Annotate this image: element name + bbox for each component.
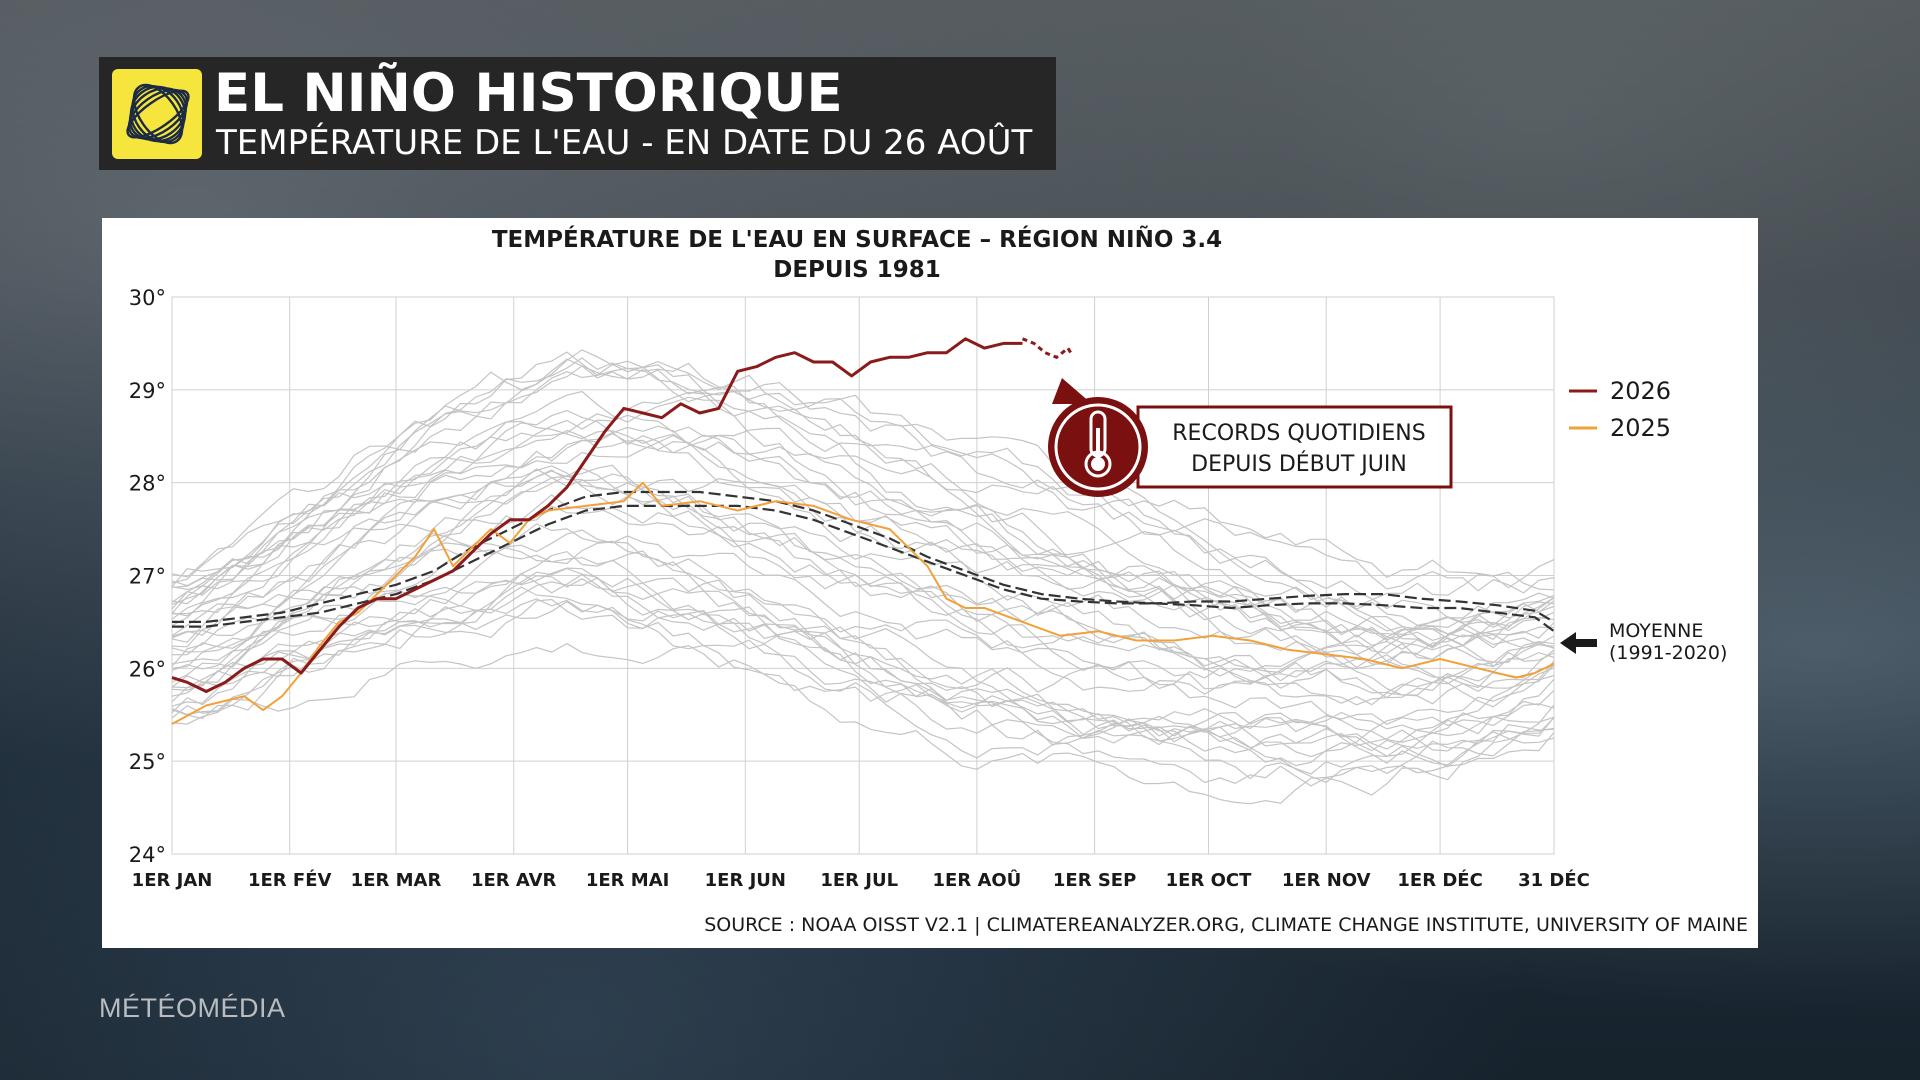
chart-title: TEMPÉRATURE DE L'EAU EN SURFACE – RÉGION… bbox=[492, 225, 1222, 253]
historical-line bbox=[171, 425, 1555, 656]
y-tick-label: 30° bbox=[129, 286, 166, 310]
average-label-line2: (1991-2020) bbox=[1609, 642, 1727, 664]
legend-label-2025: 2025 bbox=[1610, 414, 1671, 442]
historical-line bbox=[171, 541, 1555, 743]
y-axis-ticks: 30° 29° 28° 27° 26° 25° 24° bbox=[129, 286, 166, 867]
historical-line bbox=[171, 349, 1555, 635]
annotation-text-line1: RECORDS QUOTIDIENS bbox=[1172, 421, 1425, 446]
x-tick-label: 1ER MAI bbox=[586, 870, 670, 891]
series-line-moyenne-1991-2020-b bbox=[172, 490, 1555, 623]
historical-line bbox=[171, 469, 1555, 669]
historical-line bbox=[171, 464, 1555, 706]
x-tick-label: 1ER DÉC bbox=[1397, 869, 1482, 891]
x-tick-label: 1ER FÉV bbox=[248, 869, 332, 891]
historical-line bbox=[171, 642, 1555, 805]
x-tick-label: 1ER SEP bbox=[1053, 870, 1136, 891]
historical-line bbox=[171, 494, 1555, 677]
header-box: EL NIÑO HISTORIQUE TEMPÉRATURE DE L'EAU … bbox=[99, 57, 1056, 170]
y-tick-label: 27° bbox=[129, 565, 166, 589]
historical-line bbox=[171, 598, 1555, 796]
historical-line bbox=[171, 391, 1555, 647]
records-annotation: RECORDS QUOTIDIENS DEPUIS DÉBUT JUIN bbox=[1048, 378, 1453, 497]
x-tick-label: 1ER OCT bbox=[1166, 870, 1252, 891]
legend: 2026 2025 bbox=[1569, 377, 1671, 442]
chart-source: SOURCE : NOAA OISST V2.1 | CLIMATEREANAL… bbox=[704, 914, 1748, 936]
annotation-pointer bbox=[1052, 378, 1092, 404]
chart-svg: TEMPÉRATURE DE L'EAU EN SURFACE – RÉGION… bbox=[129, 225, 1748, 936]
historical-line bbox=[171, 586, 1555, 739]
y-tick-label: 28° bbox=[129, 472, 166, 496]
weather-network-logo-icon bbox=[112, 69, 202, 159]
thermometer-icon bbox=[1054, 403, 1142, 491]
x-tick-label: 1ER MAR bbox=[351, 870, 442, 891]
historical-line bbox=[171, 529, 1555, 706]
grid bbox=[171, 296, 1555, 855]
historical-line bbox=[171, 567, 1555, 752]
historical-line bbox=[171, 474, 1555, 708]
historical-line bbox=[171, 567, 1555, 784]
chart-panel: TEMPÉRATURE DE L'EAU EN SURFACE – RÉGION… bbox=[102, 218, 1758, 948]
x-axis-ticks: 1ER JAN 1ER FÉV 1ER MAR 1ER AVR 1ER MAI 1ER J… bbox=[132, 869, 1590, 891]
y-tick-label: 25° bbox=[129, 750, 166, 774]
page-title: EL NIÑO HISTORIQUE bbox=[214, 63, 843, 124]
y-tick-label: 26° bbox=[129, 657, 166, 681]
page-subtitle: TEMPÉRATURE DE L'EAU - EN DATE DU 26 AOÛ… bbox=[216, 123, 1033, 163]
chart-subtitle: DEPUIS 1981 bbox=[773, 257, 940, 283]
x-tick-label: 1ER JAN bbox=[132, 870, 213, 891]
x-tick-label: 31 DÉC bbox=[1518, 869, 1590, 891]
average-label-line1: MOYENNE bbox=[1609, 620, 1703, 642]
average-label: MOYENNE (1991-2020) bbox=[1560, 620, 1727, 664]
x-tick-label: 1ER NOV bbox=[1282, 870, 1371, 891]
y-tick-label: 29° bbox=[129, 379, 166, 403]
series-lines bbox=[171, 337, 1555, 725]
x-tick-label: 1ER JUN bbox=[705, 870, 786, 891]
series-line-2026 bbox=[171, 337, 1023, 693]
brand-watermark: MÉTÉOMÉDIA bbox=[99, 993, 286, 1023]
x-tick-label: 1ER AVR bbox=[471, 870, 557, 891]
x-tick-label: 1ER AOÛ bbox=[933, 869, 1022, 891]
series-line-2026-recent bbox=[1021, 337, 1074, 359]
historical-line bbox=[171, 549, 1555, 754]
historical-line bbox=[171, 357, 1555, 641]
legend-label-2026: 2026 bbox=[1610, 377, 1671, 405]
series-line-moyenne-1991-2020-a bbox=[172, 504, 1555, 633]
historical-line bbox=[171, 409, 1555, 642]
historical-line bbox=[171, 365, 1555, 591]
historical-line bbox=[171, 600, 1555, 758]
historical-line bbox=[171, 362, 1555, 594]
historical-line bbox=[171, 523, 1555, 695]
y-tick-label: 24° bbox=[129, 843, 166, 867]
historical-line bbox=[171, 598, 1555, 780]
arrow-left-icon bbox=[1560, 632, 1597, 654]
annotation-text-line2: DEPUIS DÉBUT JUIN bbox=[1191, 451, 1407, 477]
historical-line bbox=[171, 467, 1555, 699]
x-tick-label: 1ER JUL bbox=[820, 870, 898, 891]
historical-line bbox=[171, 420, 1555, 648]
series-line-2025 bbox=[171, 481, 1555, 725]
annotation-box bbox=[1136, 405, 1453, 489]
historical-line bbox=[171, 429, 1555, 650]
